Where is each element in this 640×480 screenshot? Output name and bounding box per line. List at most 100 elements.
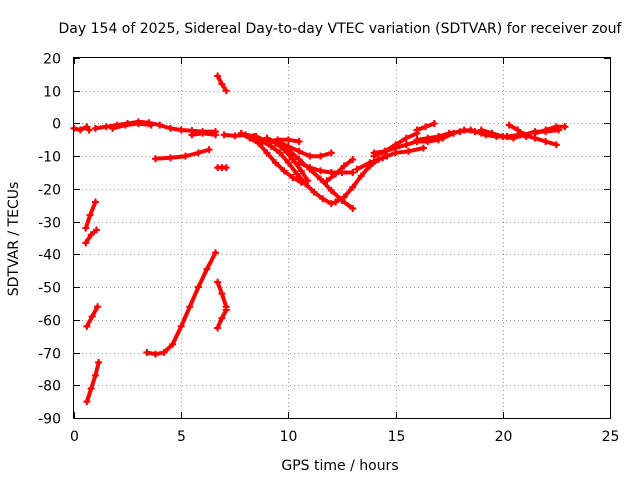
series-arc-33 [520, 131, 560, 149]
data-point [91, 198, 99, 206]
data-point [83, 398, 91, 406]
data-point [349, 205, 357, 213]
data-point [156, 121, 164, 129]
data-point [514, 126, 522, 134]
y-tick-label: 10 [43, 85, 61, 101]
y-tick-label: -50 [38, 281, 61, 297]
data-point [121, 121, 129, 129]
data-point [188, 131, 196, 139]
data-point [449, 129, 457, 137]
data-point [499, 133, 507, 141]
series-arc-8 [188, 129, 220, 139]
data-point [222, 87, 230, 95]
data-point [91, 124, 99, 132]
data-point [205, 146, 213, 154]
series-arc-34 [531, 123, 569, 137]
data-point [252, 134, 260, 142]
x-tick-label: 15 [388, 429, 406, 445]
data-point [477, 126, 485, 134]
series-trace [84, 360, 101, 404]
data-point [82, 239, 90, 247]
data-point [214, 72, 222, 80]
data-point [151, 155, 159, 163]
data-point [327, 169, 335, 177]
data-point [295, 147, 303, 155]
data-point [280, 146, 288, 154]
data-point [297, 167, 305, 175]
data-point [267, 142, 275, 150]
data-point [169, 340, 177, 348]
data-point [419, 144, 427, 152]
data-point [214, 278, 222, 286]
series-arc-11 [214, 72, 230, 95]
data-point [102, 123, 110, 131]
data-point [353, 165, 361, 173]
series-arc-7 [109, 119, 155, 132]
data-point [327, 200, 335, 208]
data-point [166, 124, 174, 132]
data-point [306, 164, 314, 172]
data-point [402, 134, 410, 142]
data-point [317, 175, 325, 183]
data-point [327, 187, 335, 195]
data-point [203, 265, 211, 273]
series-trace [110, 121, 154, 131]
data-point [274, 136, 282, 144]
data-point [323, 177, 331, 185]
data-point [520, 131, 528, 139]
data-point [552, 123, 560, 131]
data-point [505, 121, 513, 129]
data-point [561, 123, 569, 131]
data-point [332, 198, 340, 206]
y-tick-label: -70 [38, 347, 61, 363]
grid [74, 58, 610, 418]
data-point [194, 149, 202, 157]
series-arc-9 [151, 146, 213, 163]
data-point [413, 136, 421, 144]
data-point [531, 129, 539, 137]
data-point [166, 154, 174, 162]
series-arc-13 [214, 278, 230, 311]
data-point [177, 126, 185, 134]
y-tick-label: -40 [38, 248, 61, 264]
series-arc-10 [143, 249, 220, 358]
series-arc-28 [413, 119, 438, 134]
y-tick-label: 20 [43, 52, 61, 68]
data-point [82, 224, 90, 232]
axis-ticks: 0 5 10 15 20 25 20 10 0 -10 -20 -30 -40 -50 -60 -70 -80 -… [38, 52, 619, 446]
series-trace [522, 132, 559, 147]
data-point [220, 131, 228, 139]
data-point [212, 249, 220, 257]
series-arc-5 [83, 358, 103, 406]
data-point [289, 173, 297, 181]
data-point [186, 303, 194, 311]
plot-frame [73, 57, 611, 419]
data-point [340, 193, 348, 201]
x-tick-label: 20 [495, 429, 513, 445]
series-arc-14 [214, 306, 230, 332]
data-point [109, 124, 117, 132]
data-point [276, 149, 284, 157]
y-tick-label: -90 [38, 412, 61, 428]
data-point [293, 170, 301, 178]
series-arc-21 [252, 134, 303, 145]
data-point [295, 137, 303, 145]
data-point [379, 154, 387, 162]
data-point [91, 371, 99, 379]
data-point [349, 183, 357, 191]
data-point [413, 126, 421, 134]
data-point [83, 322, 91, 330]
data-point [218, 80, 226, 88]
data-point [280, 167, 288, 175]
series-trace [325, 157, 355, 183]
series-arc-19 [263, 136, 312, 185]
data-point [85, 126, 93, 134]
y-tick-label: -60 [38, 314, 61, 330]
series-trace [153, 147, 212, 161]
data-point [134, 119, 142, 127]
data-point [218, 314, 226, 322]
data-point [402, 141, 410, 149]
series-arc-12 [214, 164, 230, 172]
series-trace [533, 124, 567, 136]
